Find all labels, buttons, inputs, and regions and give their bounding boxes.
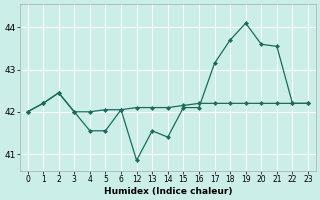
X-axis label: Humidex (Indice chaleur): Humidex (Indice chaleur) (104, 187, 232, 196)
